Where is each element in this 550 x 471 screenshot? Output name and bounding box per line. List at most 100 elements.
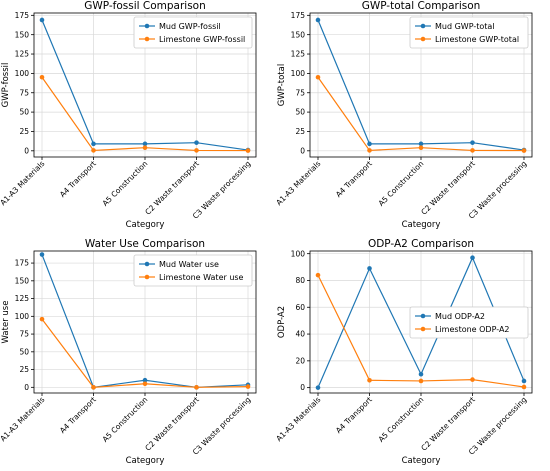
data-point: [418, 145, 424, 151]
data-point: [418, 141, 424, 147]
y-tick-label: 25: [19, 127, 29, 136]
y-axis-label: GWP-total: [277, 64, 287, 106]
x-axis-label: Category: [402, 456, 441, 466]
data-point: [418, 378, 424, 384]
data-point: [315, 272, 321, 278]
y-tick-label: 75: [295, 88, 305, 97]
data-point: [245, 384, 251, 389]
x-tick-label: A1-A3 Materials: [0, 395, 46, 443]
y-axis-label: Water use: [1, 301, 11, 344]
x-tick-label: C3 Waste processing: [467, 159, 529, 221]
data-point: [194, 148, 199, 153]
y-tick-label: 0: [24, 146, 29, 155]
y-tick-label: 125: [15, 294, 30, 303]
chart-title: GWP-fossil Comparison: [84, 0, 206, 12]
y-axis-label: ODP-A2: [277, 306, 287, 338]
data-point: [315, 17, 321, 23]
y-tick-label: 125: [291, 50, 306, 59]
legend-swatch-marker: [144, 36, 150, 42]
y-tick-label: 150: [15, 276, 30, 285]
data-point: [367, 266, 372, 271]
legend-entry: Mud ODP-A2: [435, 312, 485, 321]
legend-box: [409, 16, 529, 49]
x-tick-label: C2 Waste transport: [419, 159, 477, 217]
y-tick-label: 175: [15, 259, 30, 268]
x-axis-label: Category: [126, 220, 165, 230]
data-point: [367, 148, 372, 153]
y-tick-label: 150: [15, 30, 30, 39]
data-point: [367, 377, 372, 383]
x-axis-label: Category: [126, 456, 165, 466]
legend-entry: Mud GWP-fossil: [159, 22, 221, 31]
x-tick-label: A4 Transport: [334, 395, 374, 435]
x-tick-label: C3 Waste processing: [191, 159, 253, 221]
y-tick-label: 100: [291, 69, 306, 78]
data-point: [470, 140, 475, 145]
legend-swatch-marker: [420, 313, 426, 319]
x-tick-label: C2 Waste transport: [143, 159, 201, 217]
legend-swatch-marker: [420, 36, 426, 42]
x-tick-label: A5 Construction: [377, 395, 426, 444]
chart-panel-4: 0 20 40 60 80 100 A1-A3 Materials A4 Transport A…: [274, 238, 533, 466]
legend-swatch-marker: [420, 23, 426, 29]
y-tick-label: 100: [15, 312, 30, 321]
data-point: [39, 74, 45, 80]
data-point: [521, 384, 527, 390]
y-tick-label: 50: [19, 347, 29, 356]
chart-panel-3: 0 25 50 75 100 125 150 175 A1-A3 Materials A4 Tra…: [0, 238, 257, 466]
chart-panel-1: 0 25 50 75 100 125 150 175 A1-A3 Materials A4 Tra…: [0, 0, 257, 230]
legend-box: [133, 16, 253, 49]
legend: Mud GWP-total Limestone GWP-total: [409, 16, 529, 49]
x-axis-label: Category: [402, 220, 441, 230]
y-tick-label: 75: [19, 330, 29, 339]
data-point: [91, 141, 96, 147]
y-tick-label: 50: [19, 108, 29, 117]
legend-box: [133, 254, 253, 287]
x-tick-label: A5 Construction: [101, 395, 150, 444]
legend-swatch-marker: [420, 326, 426, 332]
data-point: [245, 148, 251, 153]
legend-entry: Limestone GWP-fossil: [159, 35, 245, 44]
data-point: [418, 371, 424, 377]
y-tick-label: 175: [291, 11, 306, 20]
legend-entry: Mud GWP-total: [435, 22, 495, 31]
x-tick-label: A1-A3 Materials: [274, 159, 322, 207]
y-tick-label: 25: [295, 127, 305, 136]
chart-title: ODP-A2 Comparison: [368, 238, 474, 250]
x-tick-label: A1-A3 Materials: [0, 159, 46, 207]
legend-swatch-marker: [144, 23, 150, 29]
y-tick-label: 125: [15, 50, 30, 59]
y-tick-label: 75: [19, 88, 29, 97]
legend-entry: Limestone ODP-A2: [435, 325, 510, 334]
data-point: [142, 145, 148, 151]
legend-entry: Limestone Water use: [159, 273, 244, 282]
data-point: [91, 148, 96, 153]
y-tick-label: 40: [295, 330, 305, 339]
data-point: [142, 377, 148, 383]
legend: Mud Water use Limestone Water use: [133, 254, 253, 287]
chart-title: GWP-total Comparison: [362, 0, 481, 12]
x-tick-label: A4 Transport: [58, 159, 98, 199]
data-point: [91, 385, 96, 390]
data-point: [470, 255, 475, 260]
y-tick-label: 80: [295, 276, 305, 285]
chart-panel-2: 0 25 50 75 100 125 150 175 A1-A3 Materials A4 Tra…: [274, 0, 533, 230]
data-point: [367, 141, 372, 147]
y-tick-label: 0: [300, 146, 305, 155]
y-tick-label: 0: [300, 383, 305, 392]
chart-title: Water Use Comparison: [85, 238, 205, 250]
data-point: [142, 141, 148, 147]
legend-entry: Mud Water use: [159, 260, 219, 269]
x-tick-label: A5 Construction: [101, 159, 150, 208]
y-tick-label: 20: [295, 356, 305, 365]
y-tick-label: 0: [24, 383, 29, 392]
y-tick-label: 175: [15, 11, 30, 20]
data-point: [194, 140, 199, 145]
data-point: [142, 381, 148, 387]
x-tick-label: C3 Waste processing: [467, 395, 529, 457]
data-point: [315, 74, 321, 80]
x-tick-label: A4 Transport: [334, 159, 374, 199]
y-tick-label: 150: [291, 30, 306, 39]
data-point: [521, 378, 527, 384]
